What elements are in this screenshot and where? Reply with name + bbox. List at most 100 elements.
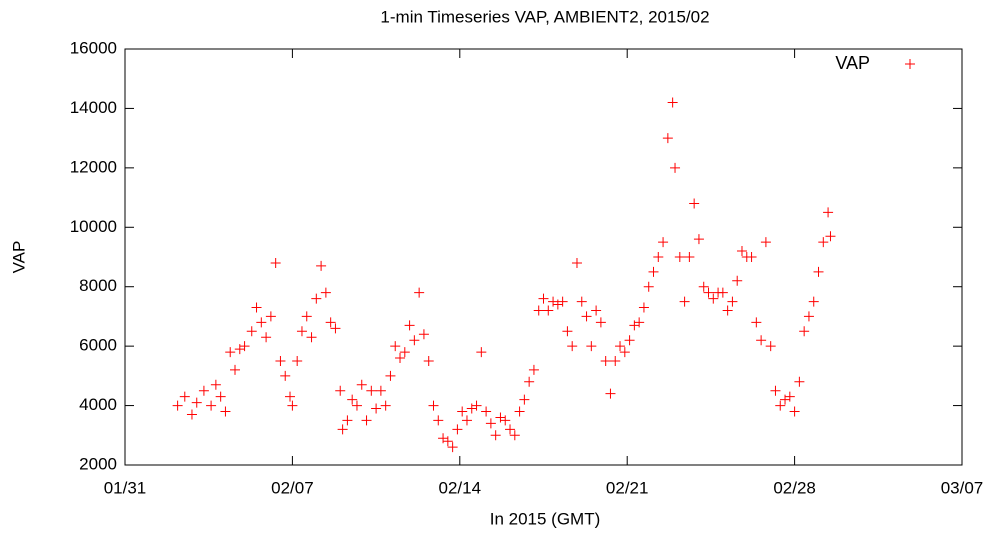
data-point xyxy=(335,385,346,396)
data-point xyxy=(674,252,685,262)
data-point xyxy=(629,320,640,331)
data-point xyxy=(624,335,635,346)
data-point xyxy=(251,302,262,313)
data-point xyxy=(818,237,829,248)
data-point xyxy=(784,391,795,402)
data-point xyxy=(261,332,272,343)
data-point xyxy=(794,376,805,387)
data-point xyxy=(533,305,544,316)
data-point xyxy=(803,311,814,322)
data-point xyxy=(292,356,303,366)
data-point xyxy=(265,311,276,322)
data-point xyxy=(736,246,747,257)
data-point xyxy=(514,406,525,417)
data-point xyxy=(557,296,568,307)
data-point xyxy=(727,296,738,307)
data-point xyxy=(775,400,786,411)
data-point xyxy=(500,415,511,426)
data-point xyxy=(457,406,468,417)
data-point xyxy=(337,424,348,435)
data-point xyxy=(285,391,296,402)
y-tick-label: 6000 xyxy=(79,336,117,355)
data-point xyxy=(418,329,429,340)
data-point xyxy=(234,344,245,355)
y-tick-label: 4000 xyxy=(79,395,117,414)
y-tick-label: 12000 xyxy=(70,157,117,176)
data-point xyxy=(466,403,477,414)
data-point xyxy=(481,406,492,417)
data-point xyxy=(789,406,800,417)
x-tick-label: 02/14 xyxy=(439,478,482,497)
data-point xyxy=(442,436,453,447)
data-point xyxy=(270,257,281,268)
data-point xyxy=(210,379,221,390)
data-point xyxy=(543,305,554,316)
data-point xyxy=(552,299,563,310)
data-point xyxy=(366,385,377,396)
data-point xyxy=(670,162,681,173)
data-point xyxy=(581,311,592,322)
data-point xyxy=(662,133,673,144)
data-point xyxy=(823,207,834,218)
x-tick-label: 01/31 xyxy=(104,478,147,497)
data-point xyxy=(591,305,602,316)
legend-marker xyxy=(905,59,915,69)
data-point xyxy=(320,287,331,298)
data-point xyxy=(528,364,539,375)
data-point xyxy=(485,418,496,429)
data-point xyxy=(280,370,291,381)
data-point xyxy=(586,341,597,352)
data-point xyxy=(689,198,700,209)
data-point xyxy=(571,257,582,268)
x-axis-label: In 2015 (GMT) xyxy=(490,509,601,528)
data-point xyxy=(698,281,709,292)
data-point xyxy=(239,341,250,352)
data-point xyxy=(490,430,501,441)
data-point xyxy=(799,326,810,337)
data-point xyxy=(438,433,449,444)
data-point xyxy=(495,412,506,423)
data-point xyxy=(605,388,616,399)
data-point xyxy=(347,394,358,405)
data-point xyxy=(548,296,559,307)
data-point xyxy=(780,394,791,405)
data-point xyxy=(330,323,341,334)
data-point xyxy=(296,326,307,337)
data-point xyxy=(390,341,401,352)
x-tick-label: 02/28 xyxy=(773,478,816,497)
data-point xyxy=(385,370,396,381)
data-point xyxy=(351,400,362,411)
data-point xyxy=(746,252,757,262)
data-point xyxy=(658,237,669,248)
data-point xyxy=(756,335,767,346)
data-point xyxy=(325,317,336,328)
data-point xyxy=(765,341,776,352)
data-point xyxy=(311,293,322,304)
data-point xyxy=(722,305,733,316)
data-point xyxy=(461,415,472,426)
data-point xyxy=(423,356,434,366)
data-point xyxy=(825,231,836,242)
legend-label: VAP xyxy=(835,53,870,73)
data-point xyxy=(225,347,236,358)
data-point xyxy=(275,356,286,366)
data-point xyxy=(693,234,704,245)
data-point xyxy=(375,385,386,396)
x-tick-label: 03/07 xyxy=(941,478,984,497)
data-point xyxy=(399,347,410,358)
data-point xyxy=(567,341,578,352)
data-point xyxy=(524,376,535,387)
data-point xyxy=(356,379,367,390)
data-point xyxy=(476,347,487,358)
data-point xyxy=(471,400,482,411)
data-point xyxy=(186,409,197,420)
data-point xyxy=(595,317,606,328)
data-point xyxy=(760,237,771,248)
y-tick-label: 16000 xyxy=(70,38,117,57)
data-point xyxy=(361,415,372,426)
y-tick-label: 10000 xyxy=(70,217,117,236)
data-point xyxy=(813,266,824,277)
data-point xyxy=(648,266,659,277)
data-point xyxy=(679,296,690,307)
